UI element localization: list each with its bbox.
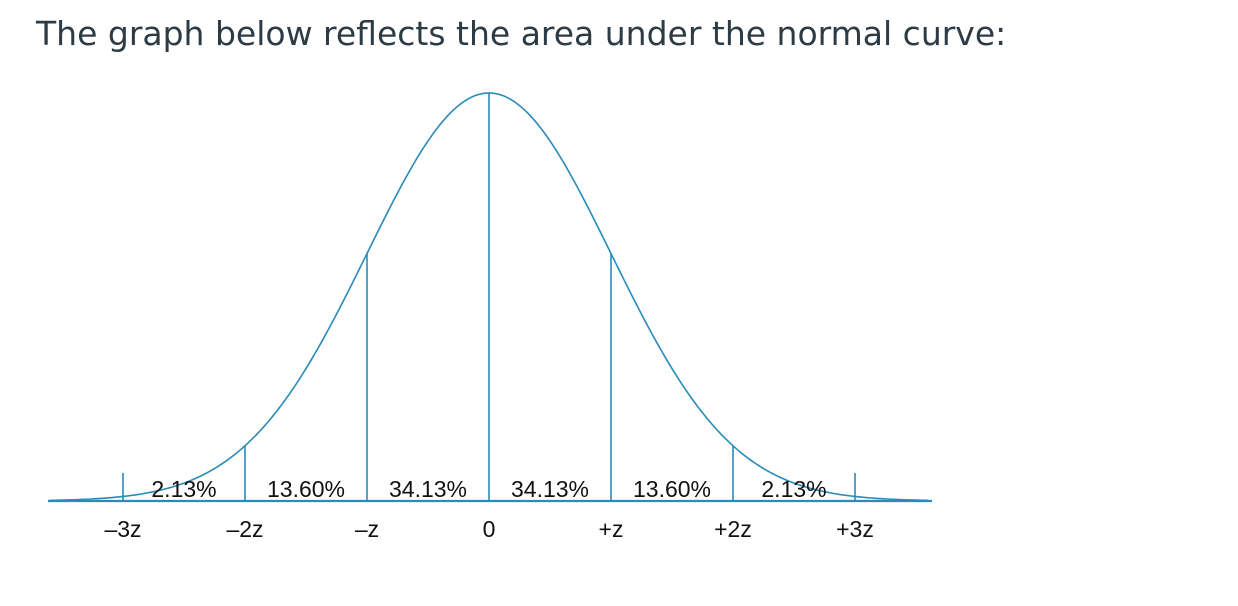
x-tick-label: +z [599, 516, 624, 542]
boundary-lines [122, 93, 856, 501]
region-label: 2.13% [761, 476, 826, 502]
region-label: 34.13% [389, 476, 467, 502]
x-tick-label: –3z [104, 516, 141, 542]
x-tick-label: 0 [483, 516, 496, 542]
x-tick-label: –2z [226, 516, 263, 542]
region-label: 13.60% [633, 476, 711, 502]
question-intro-text: The graph below reflects the area under … [36, 14, 1007, 53]
region-label: 34.13% [511, 476, 589, 502]
x-tick-labels: –3z –2z –z 0 +z +2z +3z [104, 516, 873, 542]
x-tick-label: +3z [836, 516, 874, 542]
region-label: 2.13% [151, 476, 216, 502]
region-label: 13.60% [267, 476, 345, 502]
region-labels: 2.13% 13.60% 34.13% 34.13% 13.60% 2.13% [151, 476, 826, 502]
x-tick-label: +2z [714, 516, 752, 542]
normal-curve [49, 92, 929, 502]
x-tick-label: –z [355, 516, 379, 542]
